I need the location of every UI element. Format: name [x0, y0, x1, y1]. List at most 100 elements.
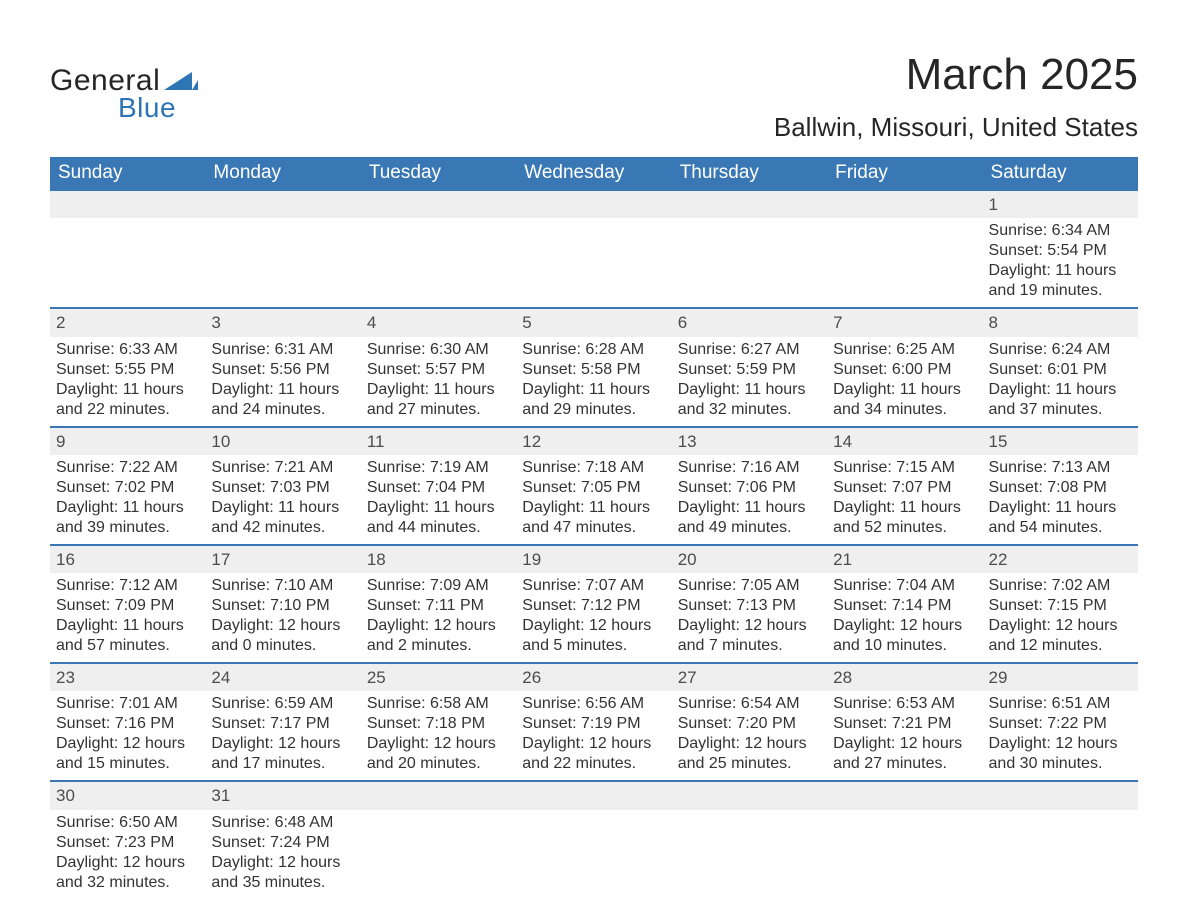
daylight-text: Daylight: 11 hours [211, 380, 354, 400]
daylight-text: Daylight: 12 hours [833, 616, 976, 636]
daylight-text: and 0 minutes. [211, 636, 354, 656]
sunset-text: Sunset: 7:06 PM [678, 478, 821, 498]
day-content-cell: Sunrise: 7:02 AMSunset: 7:15 PMDaylight:… [983, 573, 1138, 663]
weekday-header: Wednesday [516, 157, 671, 190]
sunrise-text: Sunrise: 7:07 AM [522, 576, 665, 596]
day-number-cell: 16 [50, 545, 205, 573]
daylight-text: and 27 minutes. [833, 754, 976, 774]
sunrise-text: Sunrise: 6:25 AM [833, 340, 976, 360]
day-content-cell: Sunrise: 6:31 AMSunset: 5:56 PMDaylight:… [205, 337, 360, 427]
day-number-cell [672, 190, 827, 218]
daylight-text: Daylight: 11 hours [56, 616, 199, 636]
day-content-cell: Sunrise: 6:34 AMSunset: 5:54 PMDaylight:… [983, 218, 1138, 308]
sunset-text: Sunset: 7:23 PM [56, 833, 199, 853]
content-row: Sunrise: 7:01 AMSunset: 7:16 PM Daylight:… [50, 691, 1138, 781]
daylight-text: and 32 minutes. [56, 873, 199, 893]
day-content-cell: Sunrise: 6:54 AMSunset: 7:20 PMDaylight:… [672, 691, 827, 781]
content-row: Sunrise: 6:50 AMSunset: 7:23 PMDaylight:… [50, 810, 1138, 899]
day-number-cell: 20 [672, 545, 827, 573]
sunset-text: Sunset: 7:04 PM [367, 478, 510, 498]
day-content-cell [672, 218, 827, 308]
brand-blue: Blue [118, 92, 176, 124]
sunset-text: Sunset: 7:14 PM [833, 596, 976, 616]
sunset-text: Sunset: 7:18 PM [367, 714, 510, 734]
sunset-text: Sunset: 7:16 PM [56, 714, 199, 734]
day-number-cell [983, 781, 1138, 809]
sunset-text: Sunset: 7:15 PM [989, 596, 1132, 616]
day-content-cell: Sunrise: 7:01 AMSunset: 7:16 PMDaylight:… [50, 691, 205, 781]
day-number-cell: 15 [983, 427, 1138, 455]
daylight-text: and 39 minutes. [56, 518, 199, 538]
sunrise-text: Sunrise: 6:56 AM [522, 694, 665, 714]
sunrise-text: Sunrise: 6:54 AM [678, 694, 821, 714]
sunset-text: Sunset: 5:54 PM [989, 241, 1132, 261]
daylight-text: and 10 minutes. [833, 636, 976, 656]
day-number-cell: 24 [205, 663, 360, 691]
sunrise-text: Sunrise: 7:18 AM [522, 458, 665, 478]
day-content-cell: Sunrise: 7:04 AMSunset: 7:14 PMDaylight:… [827, 573, 982, 663]
sunrise-text: Sunrise: 7:15 AM [833, 458, 976, 478]
daylight-text: Daylight: 12 hours [522, 734, 665, 754]
sunset-text: Sunset: 7:22 PM [989, 714, 1132, 734]
weekday-header: Thursday [672, 157, 827, 190]
day-number-cell: 5 [516, 308, 671, 336]
day-content-cell: Sunrise: 7:22 AMSunset: 7:02 PMDaylight:… [50, 455, 205, 545]
day-content-cell [827, 810, 982, 899]
sunrise-text: Sunrise: 6:48 AM [211, 813, 354, 833]
daylight-text: Daylight: 11 hours [522, 498, 665, 518]
daylight-text: and 47 minutes. [522, 518, 665, 538]
daylight-text: and 49 minutes. [678, 518, 821, 538]
sunset-text: Sunset: 7:09 PM [56, 596, 199, 616]
sunrise-text: Sunrise: 6:50 AM [56, 813, 199, 833]
day-number-cell: 13 [672, 427, 827, 455]
daylight-text: Daylight: 11 hours [56, 380, 199, 400]
sunrise-text: Sunrise: 6:34 AM [989, 221, 1132, 241]
sunrise-text: Sunrise: 7:22 AM [56, 458, 199, 478]
day-number-cell: 25 [361, 663, 516, 691]
daylight-text: Daylight: 11 hours [367, 380, 510, 400]
weekday-header: Sunday [50, 157, 205, 190]
sunrise-text: Sunrise: 6:31 AM [211, 340, 354, 360]
daylight-text: and 37 minutes. [989, 400, 1132, 420]
sunset-text: Sunset: 7:11 PM [367, 596, 510, 616]
day-number-cell [361, 781, 516, 809]
daylight-text: Daylight: 11 hours [989, 498, 1132, 518]
daynum-row: 2345678 [50, 308, 1138, 336]
daylight-text: and 24 minutes. [211, 400, 354, 420]
sunrise-text: Sunrise: 6:53 AM [833, 694, 976, 714]
sunset-text: Sunset: 7:03 PM [211, 478, 354, 498]
day-content-cell: Sunrise: 6:53 AMSunset: 7:21 PMDaylight:… [827, 691, 982, 781]
day-content-cell [827, 218, 982, 308]
sunset-text: Sunset: 7:21 PM [833, 714, 976, 734]
day-content-cell: Sunrise: 7:16 AMSunset: 7:06 PMDaylight:… [672, 455, 827, 545]
day-number-cell [827, 190, 982, 218]
day-content-cell: Sunrise: 6:48 AMSunset: 7:24 PMDaylight:… [205, 810, 360, 899]
daynum-row: 16171819202122 [50, 545, 1138, 573]
title-block: March 2025 Ballwin, Missouri, United Sta… [774, 50, 1138, 143]
day-number-cell: 18 [361, 545, 516, 573]
sunrise-text: Sunrise: 7:01 AM [56, 694, 199, 714]
sunset-text: Sunset: 7:10 PM [211, 596, 354, 616]
daylight-text: and 12 minutes. [989, 636, 1132, 656]
daylight-text: and 30 minutes. [989, 754, 1132, 774]
day-content-cell: Sunrise: 6:24 AMSunset: 6:01 PMDaylight:… [983, 337, 1138, 427]
sunrise-text: Sunrise: 7:10 AM [211, 576, 354, 596]
sunrise-text: Sunrise: 7:21 AM [211, 458, 354, 478]
day-content-cell: Sunrise: 7:05 AMSunset: 7:13 PMDaylight:… [672, 573, 827, 663]
daylight-text: Daylight: 12 hours [989, 734, 1132, 754]
day-number-cell: 11 [361, 427, 516, 455]
sunrise-text: Sunrise: 7:02 AM [989, 576, 1132, 596]
sunrise-text: Sunrise: 7:04 AM [833, 576, 976, 596]
day-content-cell [205, 218, 360, 308]
daylight-text: Daylight: 12 hours [678, 734, 821, 754]
daynum-row: 9101112131415 [50, 427, 1138, 455]
day-content-cell: Sunrise: 6:30 AMSunset: 5:57 PMDaylight:… [361, 337, 516, 427]
day-content-cell: Sunrise: 7:10 AMSunset: 7:10 PMDaylight:… [205, 573, 360, 663]
daylight-text: Daylight: 12 hours [833, 734, 976, 754]
day-content-cell [516, 810, 671, 899]
sunrise-text: Sunrise: 6:28 AM [522, 340, 665, 360]
daylight-text: and 27 minutes. [367, 400, 510, 420]
sunrise-text: Sunrise: 6:59 AM [211, 694, 354, 714]
location: Ballwin, Missouri, United States [774, 112, 1138, 143]
sunset-text: Sunset: 7:08 PM [989, 478, 1132, 498]
